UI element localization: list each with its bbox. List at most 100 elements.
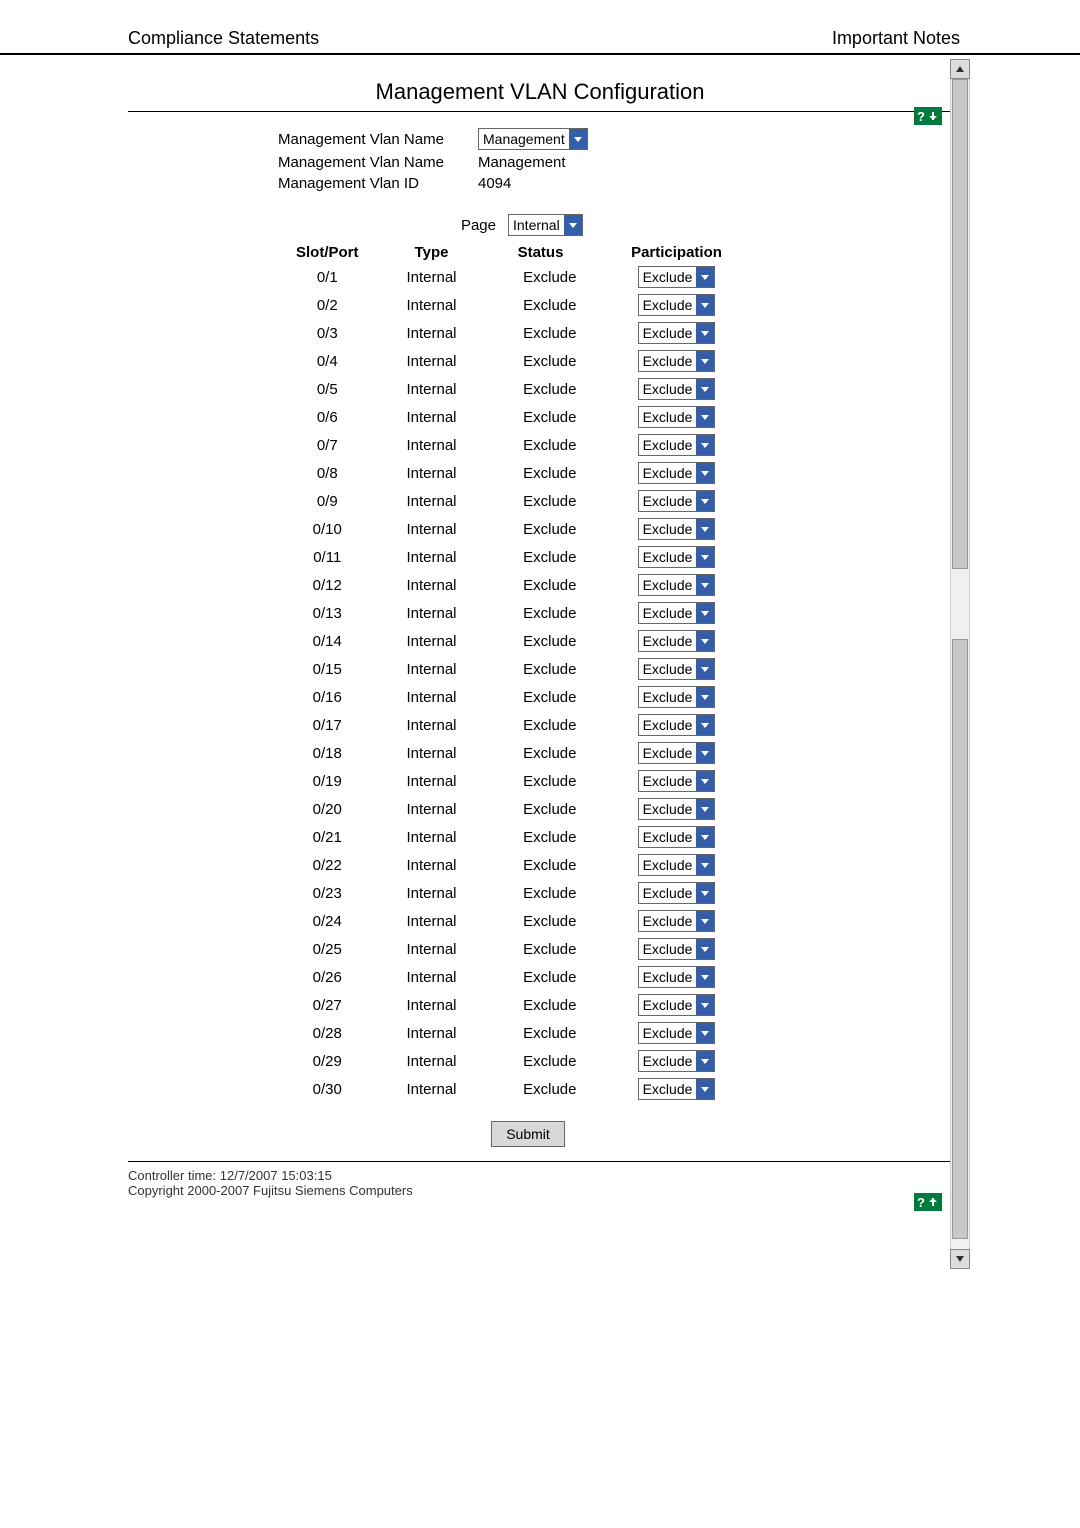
- table-row: 0/4InternalExcludeExclude: [278, 347, 747, 375]
- participation-dropdown[interactable]: Exclude: [638, 1022, 716, 1044]
- chevron-down-icon: [696, 715, 714, 735]
- cell-slot-port: 0/23: [278, 879, 377, 907]
- cell-type: Internal: [377, 739, 487, 767]
- cell-type: Internal: [377, 1075, 487, 1103]
- cell-participation: Exclude: [607, 767, 747, 795]
- participation-dropdown[interactable]: Exclude: [638, 602, 716, 624]
- cell-status: Exclude: [487, 935, 607, 963]
- scroll-up-button[interactable]: [950, 59, 970, 79]
- dropdown-value: Exclude: [639, 801, 697, 817]
- participation-dropdown[interactable]: Exclude: [638, 378, 716, 400]
- cell-status: Exclude: [487, 655, 607, 683]
- page-dropdown[interactable]: Internal: [508, 214, 583, 236]
- cell-participation: Exclude: [607, 291, 747, 319]
- cell-status: Exclude: [487, 823, 607, 851]
- help-down-badge[interactable]: ?: [914, 107, 942, 125]
- cell-slot-port: 0/13: [278, 599, 377, 627]
- cell-participation: Exclude: [607, 1075, 747, 1103]
- chevron-down-icon: [696, 547, 714, 567]
- vlan-name-dropdown[interactable]: Management: [478, 128, 588, 150]
- cell-slot-port: 0/11: [278, 543, 377, 571]
- participation-dropdown[interactable]: Exclude: [638, 742, 716, 764]
- scroll-thumb[interactable]: [952, 79, 968, 569]
- cell-status: Exclude: [487, 459, 607, 487]
- participation-dropdown[interactable]: Exclude: [638, 910, 716, 932]
- participation-dropdown[interactable]: Exclude: [638, 938, 716, 960]
- participation-dropdown[interactable]: Exclude: [638, 686, 716, 708]
- cell-status: Exclude: [487, 627, 607, 655]
- meta-label: Management Vlan ID: [278, 175, 478, 192]
- cell-slot-port: 0/9: [278, 487, 377, 515]
- dropdown-value: Exclude: [639, 1025, 697, 1041]
- cell-participation: Exclude: [607, 795, 747, 823]
- chevron-down-icon: [696, 323, 714, 343]
- scroll-down-button[interactable]: [950, 1249, 970, 1269]
- table-row: 0/23InternalExcludeExclude: [278, 879, 747, 907]
- participation-dropdown[interactable]: Exclude: [638, 826, 716, 848]
- cell-participation: Exclude: [607, 711, 747, 739]
- meta-label: Management Vlan Name: [278, 154, 478, 171]
- participation-dropdown[interactable]: Exclude: [638, 854, 716, 876]
- chevron-down-icon: [696, 267, 714, 287]
- participation-dropdown[interactable]: Exclude: [638, 770, 716, 792]
- chevron-down-icon: [696, 743, 714, 763]
- cell-participation: Exclude: [607, 991, 747, 1019]
- participation-dropdown[interactable]: Exclude: [638, 714, 716, 736]
- dropdown-value: Exclude: [639, 941, 697, 957]
- participation-dropdown[interactable]: Exclude: [638, 350, 716, 372]
- meta-value: 4094: [478, 175, 511, 192]
- cell-slot-port: 0/18: [278, 739, 377, 767]
- participation-dropdown[interactable]: Exclude: [638, 294, 716, 316]
- participation-dropdown[interactable]: Exclude: [638, 882, 716, 904]
- cell-status: Exclude: [487, 739, 607, 767]
- participation-dropdown[interactable]: Exclude: [638, 1078, 716, 1100]
- cell-type: Internal: [377, 1019, 487, 1047]
- participation-dropdown[interactable]: Exclude: [638, 798, 716, 820]
- dropdown-value: Exclude: [639, 885, 697, 901]
- participation-dropdown[interactable]: Exclude: [638, 994, 716, 1016]
- participation-dropdown[interactable]: Exclude: [638, 490, 716, 512]
- help-up-badge[interactable]: ?: [914, 1193, 942, 1211]
- participation-dropdown[interactable]: Exclude: [638, 630, 716, 652]
- chevron-down-icon: [696, 1079, 714, 1099]
- table-row: 0/22InternalExcludeExclude: [278, 851, 747, 879]
- participation-dropdown[interactable]: Exclude: [638, 322, 716, 344]
- arrow-down-icon: [927, 110, 939, 122]
- submit-row: Submit: [278, 1121, 778, 1147]
- participation-dropdown[interactable]: Exclude: [638, 1050, 716, 1072]
- table-row: 0/15InternalExcludeExclude: [278, 655, 747, 683]
- participation-dropdown[interactable]: Exclude: [638, 966, 716, 988]
- participation-dropdown[interactable]: Exclude: [638, 658, 716, 680]
- table-row: 0/9InternalExcludeExclude: [278, 487, 747, 515]
- vertical-scrollbar[interactable]: [950, 59, 970, 1269]
- cell-status: Exclude: [487, 375, 607, 403]
- table-row: 0/27InternalExcludeExclude: [278, 991, 747, 1019]
- participation-dropdown[interactable]: Exclude: [638, 546, 716, 568]
- scroll-thumb[interactable]: [952, 639, 968, 1239]
- cell-participation: Exclude: [607, 487, 747, 515]
- dropdown-value: Exclude: [639, 689, 697, 705]
- scroll-track[interactable]: [950, 79, 970, 1249]
- footer: Controller time: 12/7/2007 15:03:15 Copy…: [128, 1168, 952, 1198]
- participation-dropdown[interactable]: Exclude: [638, 406, 716, 428]
- page-selector-row: Page Internal: [278, 214, 952, 236]
- chevron-down-icon: [696, 883, 714, 903]
- participation-dropdown[interactable]: Exclude: [638, 574, 716, 596]
- dropdown-value: Exclude: [639, 661, 697, 677]
- participation-dropdown[interactable]: Exclude: [638, 518, 716, 540]
- table-row: 0/6InternalExcludeExclude: [278, 403, 747, 431]
- cell-slot-port: 0/28: [278, 1019, 377, 1047]
- dropdown-value: Exclude: [639, 997, 697, 1013]
- cell-status: Exclude: [487, 683, 607, 711]
- chevron-down-icon: [696, 435, 714, 455]
- meta-label: Management Vlan Name: [278, 131, 478, 148]
- participation-dropdown[interactable]: Exclude: [638, 462, 716, 484]
- participation-dropdown[interactable]: Exclude: [638, 434, 716, 456]
- chevron-down-icon: [696, 799, 714, 819]
- participation-dropdown[interactable]: Exclude: [638, 266, 716, 288]
- cell-slot-port: 0/5: [278, 375, 377, 403]
- submit-button[interactable]: Submit: [491, 1121, 565, 1147]
- cell-slot-port: 0/3: [278, 319, 377, 347]
- dropdown-value: Exclude: [639, 633, 697, 649]
- cell-type: Internal: [377, 543, 487, 571]
